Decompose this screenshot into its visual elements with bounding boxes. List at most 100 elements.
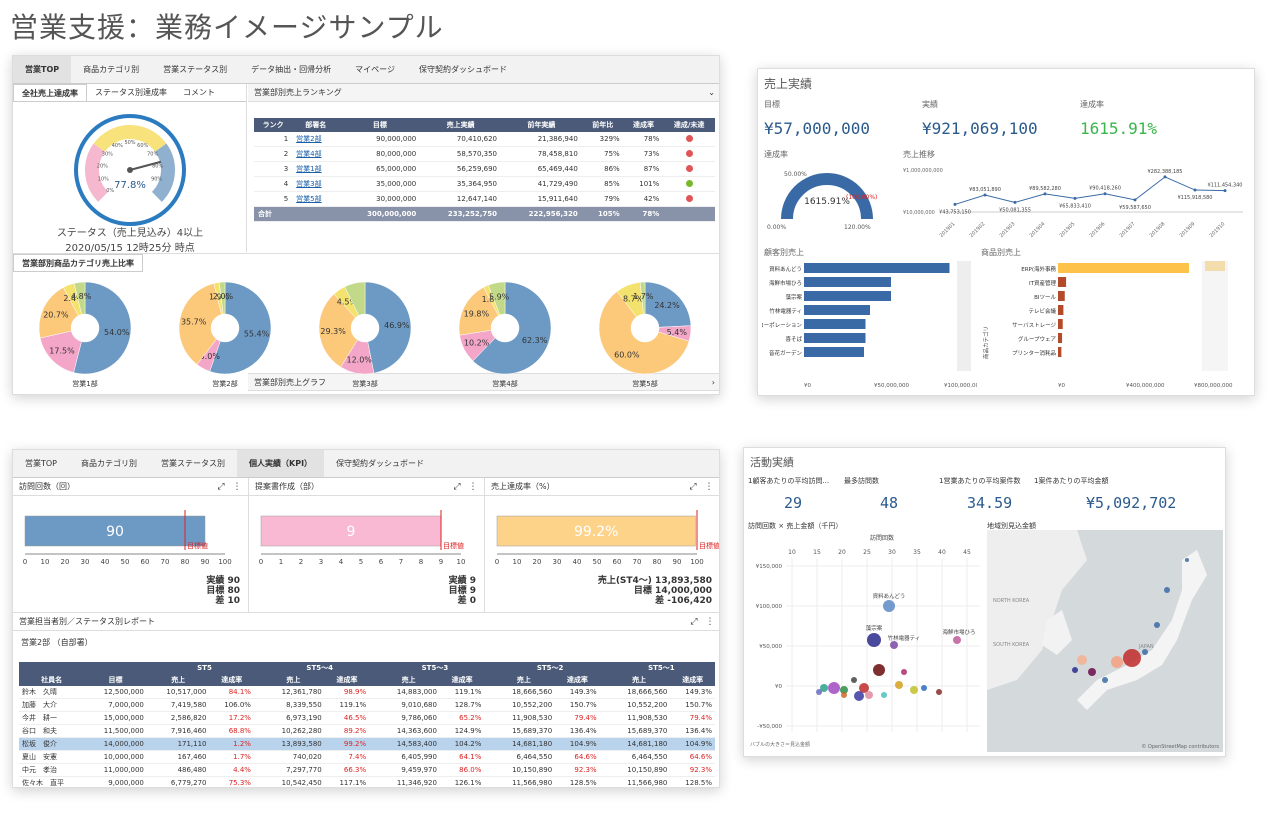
sales-results-panel: 売上実績 目標 ¥57,000,000 実績 ¥921,069,100 達成率 1615.… [757, 68, 1255, 396]
graph-header[interactable]: 営業部別売上グラフ › [248, 373, 719, 391]
subtab-2[interactable]: コメント [183, 88, 215, 97]
bubble[interactable] [953, 636, 961, 644]
cell-actual: 12,647,140 [420, 191, 502, 207]
x-tick: 2 [299, 558, 303, 566]
tab-2[interactable]: 営業ステータス別 [163, 65, 228, 74]
product-name: IT資産管理 [1029, 279, 1056, 287]
map-bubble[interactable] [1077, 655, 1087, 665]
x-tick: 80 [653, 558, 662, 566]
more-icon[interactable]: ⋮ [468, 482, 478, 492]
bubble[interactable] [867, 633, 881, 647]
table-row[interactable]: 今井 耕一 15,000,000 2,586,820 17.2% 6,973,190 46… [19, 711, 715, 725]
region-map[interactable]: NORTH KOREA SOUTH KOREA JAPAN © OpenStreetM… [987, 530, 1223, 752]
subtab-0[interactable]: 全社売上達成率 [13, 84, 87, 101]
trend-line [954, 176, 1226, 205]
bubble[interactable] [881, 692, 887, 698]
chevron-right-icon[interactable]: › [711, 378, 715, 387]
expand-icon[interactable]: ⤢ [217, 482, 225, 492]
table-row[interactable]: 中元 孝治 11,000,000 486,480 4.4% 7,297,770 66.3%… [19, 763, 715, 777]
dept-link[interactable]: 営業1部 [292, 161, 340, 177]
kpi-card: 訪問回数（回） ⤢ ⋮ 90 目標値 0 10 20 30 40 50 60 70 80 90 100 実績 9… [13, 478, 249, 612]
map-bubble[interactable] [1072, 667, 1078, 673]
bubble[interactable] [890, 641, 898, 649]
scrollbar[interactable] [1202, 261, 1228, 371]
dept-link[interactable]: 営業5部 [292, 191, 340, 207]
table-row[interactable]: 佐々木 直平 9,000,000 6,779,270 75.3% 10,542,450 1… [19, 776, 715, 787]
tab-kpi-3[interactable]: 個人実績（KPI） [237, 450, 325, 477]
tab-0[interactable]: 営業TOP [13, 56, 72, 83]
map-bubble[interactable] [1154, 622, 1160, 628]
bubble[interactable] [901, 669, 907, 675]
map-bubble[interactable] [1142, 649, 1148, 655]
table-row[interactable]: 加藤 大介 7,000,000 7,419,580 106.0% 8,339,550 11… [19, 698, 715, 712]
tab-3[interactable]: データ抽出・回帰分析 [251, 65, 332, 74]
bubble[interactable] [840, 686, 848, 694]
bubble[interactable] [841, 692, 847, 698]
x-tick: 60 [613, 558, 622, 566]
bubble[interactable] [851, 677, 857, 683]
bubble[interactable] [936, 689, 942, 695]
expand-icon[interactable]: ⤢ [689, 482, 697, 492]
more-icon[interactable]: ⋮ [232, 482, 242, 492]
tab-kpi-4[interactable]: 保守契約ダッシュボード [336, 459, 425, 468]
sales-cell: 11,908,530 [607, 711, 671, 725]
gauge-band [93, 125, 167, 153]
subtab-1[interactable]: ステータス別達成率 [95, 88, 167, 97]
ranking-header[interactable]: 営業部別売上ランキング ⌄ [248, 84, 719, 102]
bubble[interactable] [816, 689, 822, 695]
dept-link[interactable]: 営業3部 [292, 176, 340, 192]
kpi-label: 達成率 [1080, 100, 1104, 109]
map-bubble[interactable] [1185, 558, 1189, 562]
product-bar [1058, 305, 1064, 315]
dept-link[interactable]: 営業4部 [292, 146, 340, 162]
bubble[interactable] [820, 684, 828, 692]
tab-kpi-1[interactable]: 商品カテゴリ別 [81, 459, 138, 468]
expand-icon[interactable]: ⤢ [453, 482, 461, 492]
sales-cell: 14,583,400 [377, 737, 440, 751]
map-bubble[interactable] [1088, 668, 1096, 676]
bubble[interactable] [883, 600, 895, 612]
map-bubble[interactable] [1111, 656, 1123, 668]
trend-x: 201901 [939, 221, 957, 239]
status-dot-icon [685, 194, 693, 202]
tab-5[interactable]: 保守契約ダッシュボード [418, 65, 507, 74]
map-bubble[interactable] [1164, 587, 1170, 593]
map-bubble[interactable] [1102, 677, 1108, 683]
more-icon[interactable]: ⋮ [704, 482, 714, 492]
kpi-bar-value: 9 [347, 524, 356, 540]
rate-cell: 1.7% [209, 750, 254, 764]
expand-icon[interactable]: ⤢ [690, 617, 698, 627]
scrollbar[interactable] [957, 261, 971, 371]
tab-kpi-2[interactable]: 営業ステータス別 [161, 459, 226, 468]
more-icon[interactable]: ⋮ [705, 617, 715, 627]
table-row[interactable]: 松坂 俊介 14,000,000 171,110 1.2% 13,893,580 99.2… [19, 737, 715, 751]
bubble[interactable] [895, 681, 903, 689]
map-bubble[interactable] [1123, 649, 1141, 667]
bubble-label: 海鮮市場ひろ [942, 628, 975, 636]
bubble[interactable] [854, 691, 864, 701]
sales-cell: 14,363,600 [377, 724, 440, 738]
table-row[interactable]: 夏山 安憲 10,000,000 167,460 1.7% 740,020 7.4% 6,4… [19, 750, 715, 764]
table-row: 3 営業1部 65,000,000 56,259,690 65,469,440 86% 87… [254, 161, 715, 177]
employee-target: 10,000,000 [84, 750, 147, 764]
pie-tab[interactable]: 営業部別商品カテゴリ売上比率 [13, 254, 143, 271]
bubble[interactable] [921, 685, 927, 691]
spacer-cell [599, 750, 608, 764]
bubble[interactable] [865, 691, 873, 699]
tab-kpi-0[interactable]: 営業TOP [25, 459, 58, 468]
spacer-cell [253, 711, 263, 725]
rate-cell: 65.2% [439, 711, 485, 725]
bubble[interactable] [859, 683, 869, 693]
bubble[interactable] [910, 686, 918, 694]
table-row[interactable]: 谷口 和夫 11,500,000 7,916,460 68.8% 10,262,280 8… [19, 724, 715, 738]
tab-4[interactable]: マイページ [355, 65, 395, 74]
table-row[interactable]: 鈴木 久晴 12,500,000 10,517,000 84.1% 12,361,780… [19, 686, 715, 699]
y-top: ¥1,000,000,000 [903, 168, 943, 174]
pie-label: 60.0% [614, 350, 640, 359]
tab-1[interactable]: 商品カテゴリ別 [83, 65, 140, 74]
bubble[interactable] [873, 664, 885, 676]
dept-link[interactable]: 営業2部 [292, 132, 340, 147]
chevron-down-icon[interactable]: ⌄ [708, 88, 715, 97]
gauge-band [85, 143, 109, 202]
bubble[interactable] [828, 682, 840, 694]
